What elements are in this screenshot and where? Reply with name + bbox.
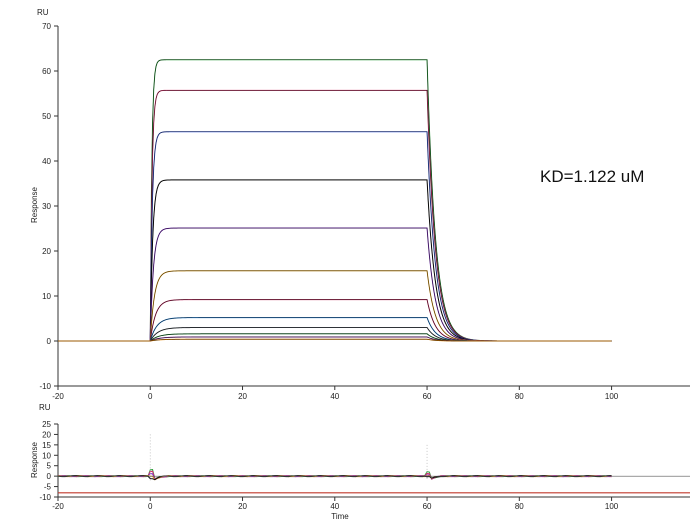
main-curve bbox=[58, 59, 612, 342]
residual-curves bbox=[57, 434, 690, 494]
main-y-tick-label: 10 bbox=[42, 292, 51, 301]
residual-x-tick-label: 0 bbox=[148, 502, 153, 511]
main-y-tick-label: 50 bbox=[42, 112, 51, 121]
main-x-tick-label: 80 bbox=[515, 392, 524, 401]
residual-x-tick-label: 60 bbox=[423, 502, 432, 511]
main-sensorgram-panel: -10 0 10 20 30 40 50 60 70 -20 0 20 40 60 80 100 RU Re… bbox=[30, 8, 690, 401]
residual-y-tick-label: 15 bbox=[42, 441, 51, 450]
main-fit-line bbox=[58, 270, 612, 342]
main-x-tick-label: 60 bbox=[423, 392, 432, 401]
residual-x-ticks: -20 0 20 40 60 80 100 bbox=[52, 497, 619, 511]
residual-y-tick-label: 10 bbox=[42, 451, 51, 460]
main-y-tick-label: 30 bbox=[42, 202, 51, 211]
kd-annotation: KD=1.122 uM bbox=[540, 167, 644, 186]
residual-y-tick-label: 25 bbox=[42, 420, 51, 429]
main-curve bbox=[58, 299, 612, 342]
main-y-unit: RU bbox=[37, 8, 49, 17]
main-fit-line bbox=[58, 227, 612, 342]
main-y-tick-label: 20 bbox=[42, 247, 51, 256]
residual-x-axis-title: Time bbox=[331, 512, 349, 521]
residual-curve bbox=[57, 469, 612, 480]
residual-x-tick-label: -20 bbox=[52, 502, 64, 511]
residual-y-unit: RU bbox=[39, 403, 51, 412]
main-y-tick-label: 0 bbox=[47, 337, 52, 346]
main-x-tick-label: 100 bbox=[605, 392, 619, 401]
main-x-tick-label: 20 bbox=[238, 392, 247, 401]
main-x-tick-label: 40 bbox=[330, 392, 339, 401]
main-curve bbox=[58, 270, 612, 342]
residual-y-axis-title: Response bbox=[30, 441, 39, 478]
main-y-axis-title: Response bbox=[30, 186, 39, 223]
main-curve bbox=[58, 317, 612, 342]
main-x-ticks: -20 0 20 40 60 80 100 bbox=[52, 386, 619, 401]
main-y-tick-label: -10 bbox=[39, 382, 51, 391]
residual-y-tick-label: -10 bbox=[39, 493, 51, 502]
main-fit-line bbox=[58, 317, 612, 342]
main-curves bbox=[58, 59, 612, 342]
residual-x-tick-label: 40 bbox=[330, 502, 339, 511]
main-curve bbox=[58, 131, 612, 342]
residual-y-tick-label: 5 bbox=[47, 462, 52, 471]
main-curve bbox=[58, 227, 612, 342]
main-y-tick-label: 60 bbox=[42, 67, 51, 76]
main-curve bbox=[58, 179, 612, 342]
main-x-tick-label: 0 bbox=[148, 392, 153, 401]
residual-y-tick-label: 0 bbox=[47, 472, 52, 481]
main-y-tick-label: 70 bbox=[42, 22, 51, 31]
main-fit-line bbox=[58, 299, 612, 342]
residual-y-tick-label: 20 bbox=[42, 430, 51, 439]
main-fit-line bbox=[58, 90, 612, 342]
main-fit-line bbox=[58, 179, 612, 342]
residual-y-tick-label: -5 bbox=[44, 483, 52, 492]
main-y-tick-label: 40 bbox=[42, 157, 51, 166]
residual-x-tick-label: 80 bbox=[515, 502, 524, 511]
residual-x-tick-label: 20 bbox=[238, 502, 247, 511]
main-y-ticks: -10 0 10 20 30 40 50 60 70 bbox=[39, 22, 58, 391]
main-fit-line bbox=[58, 131, 612, 342]
main-fit-line bbox=[58, 338, 612, 342]
main-fit-line bbox=[58, 59, 612, 342]
main-x-tick-label: -20 bbox=[52, 392, 64, 401]
residual-x-tick-label: 100 bbox=[605, 502, 619, 511]
main-curve bbox=[58, 89, 612, 342]
